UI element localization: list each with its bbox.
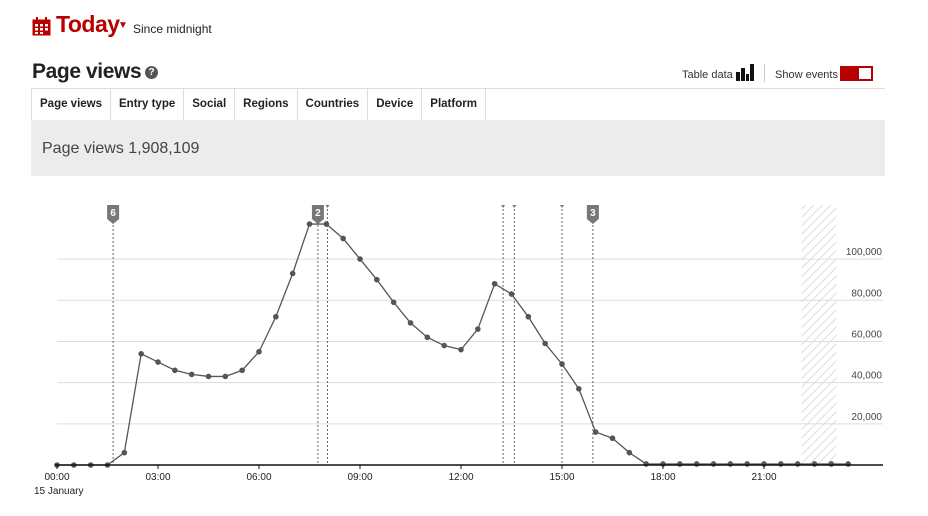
bar-chart-icon[interactable]: [736, 64, 754, 81]
chevron-down-icon[interactable]: ▼: [118, 20, 128, 31]
y-tick-label: 100,000: [846, 247, 883, 258]
data-point: [357, 256, 363, 262]
data-point: [407, 320, 414, 326]
table-data-label[interactable]: Table data: [682, 69, 733, 81]
data-point: [273, 313, 279, 320]
data-point: [205, 373, 212, 380]
show-events-toggle[interactable]: [840, 66, 873, 81]
data-point: [289, 270, 296, 277]
event-tick: [501, 205, 506, 208]
data-point: [188, 371, 195, 378]
divider: [764, 64, 765, 82]
data-point: [121, 449, 128, 456]
period-subtitle: Since midnight: [133, 22, 212, 36]
tab-entry-type[interactable]: Entry type: [111, 89, 185, 120]
data-point: [794, 461, 801, 467]
data-point: [508, 291, 515, 297]
event-tick: [325, 205, 330, 208]
data-point: [727, 461, 734, 467]
data-point: [441, 342, 447, 349]
data-point: [138, 350, 144, 357]
y-tick-label: 80,000: [851, 288, 882, 299]
section-title: Page views: [32, 60, 142, 83]
tab-bar: Page views Entry type Social Regions Cou…: [31, 88, 885, 121]
event-count: 2: [315, 208, 321, 219]
data-point: [374, 276, 380, 283]
data-point: [828, 461, 835, 467]
event-flag: [586, 205, 599, 224]
data-point: [458, 346, 464, 353]
y-tick-label: 20,000: [851, 412, 882, 423]
data-point: [256, 348, 262, 355]
x-tick-label: 03:00: [145, 472, 170, 483]
data-point: [239, 367, 245, 374]
data-point: [390, 299, 397, 306]
data-point: [323, 221, 330, 227]
tab-page-views[interactable]: Page views: [31, 89, 112, 120]
event-flag: [107, 205, 120, 224]
show-events-label: Show events: [775, 69, 838, 81]
data-point: [693, 461, 700, 467]
data-point: [845, 461, 851, 467]
data-point: [222, 373, 229, 380]
toggle-knob: [859, 68, 871, 79]
data-point: [559, 361, 565, 367]
date-label: 15 January: [34, 486, 84, 497]
x-tick-label: 21:00: [751, 472, 776, 483]
data-point: [609, 435, 616, 442]
event-flag: [311, 205, 324, 224]
period-title[interactable]: Today: [56, 11, 120, 37]
y-tick-label: 40,000: [851, 371, 882, 382]
x-tick-label: 15:00: [549, 472, 574, 483]
data-point: [677, 461, 683, 467]
total-page-views: Page views 1,908,109: [42, 140, 200, 157]
data-point: [340, 235, 346, 242]
help-icon[interactable]: ?: [145, 66, 158, 79]
x-tick-label: 00:00: [44, 472, 69, 483]
tab-device[interactable]: Device: [368, 89, 423, 120]
data-point: [306, 221, 313, 227]
data-point: [155, 359, 161, 365]
x-tick-label: 09:00: [347, 472, 372, 483]
data-point: [491, 280, 498, 287]
summary-panel: Page views 1,908,109: [31, 120, 885, 176]
data-point: [811, 461, 818, 467]
x-tick-label: 12:00: [448, 472, 473, 483]
data-point: [576, 386, 582, 392]
tab-social[interactable]: Social: [184, 89, 236, 120]
data-point: [424, 334, 431, 341]
data-point: [525, 313, 532, 320]
data-point: [592, 429, 599, 435]
tab-platform[interactable]: Platform: [422, 89, 486, 120]
series-line: [57, 223, 849, 466]
event-tick: [512, 205, 517, 208]
data-point: [542, 340, 548, 347]
tab-regions[interactable]: Regions: [235, 89, 298, 120]
data-point: [172, 367, 178, 374]
x-tick-label: 06:00: [246, 472, 271, 483]
event-count: 3: [590, 208, 596, 219]
tab-countries[interactable]: Countries: [298, 89, 369, 120]
x-tick-label: 18:00: [650, 472, 675, 483]
y-tick-label: 60,000: [851, 329, 882, 340]
event-tick: [560, 205, 564, 208]
calendar-icon: [32, 17, 51, 36]
data-point: [744, 461, 750, 467]
event-count: 6: [110, 208, 116, 219]
data-point: [643, 461, 649, 467]
data-point: [710, 461, 717, 467]
data-point: [778, 461, 784, 467]
data-point: [475, 326, 481, 332]
incomplete-data-band: [801, 205, 837, 465]
data-point: [626, 449, 633, 456]
